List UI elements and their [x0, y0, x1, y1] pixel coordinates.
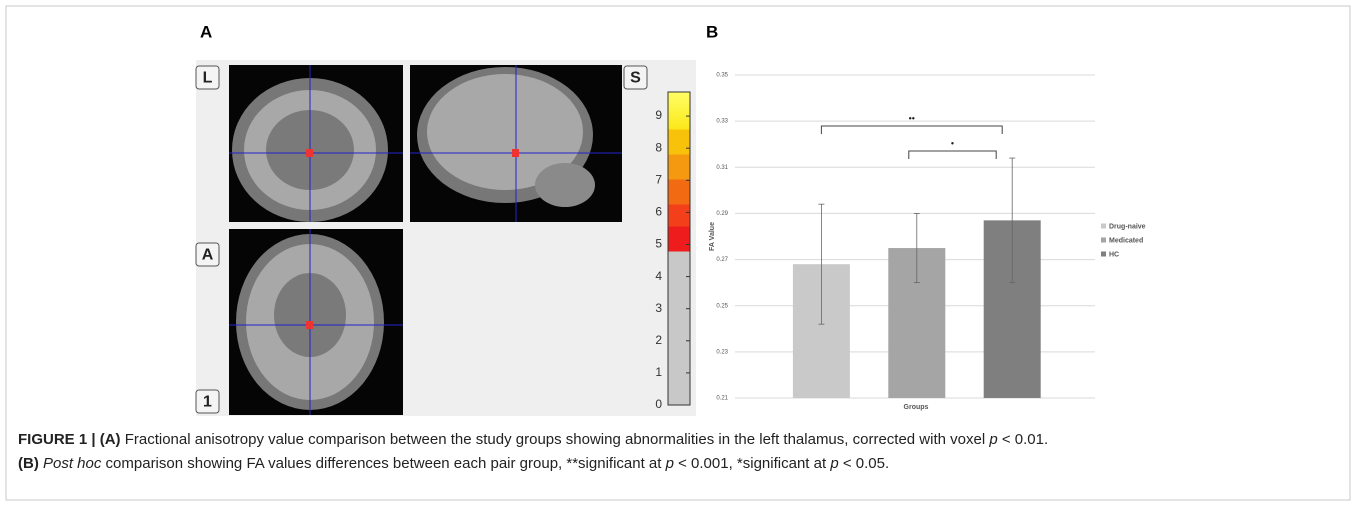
view-label: S — [630, 70, 641, 87]
caption-text: (B) — [18, 455, 39, 472]
colorbar-tick-label: 2 — [655, 333, 662, 347]
caption-text: p — [830, 455, 838, 472]
legend-swatch — [1101, 238, 1106, 243]
y-tick-label: 0.31 — [716, 165, 728, 171]
y-tick-label: 0.23 — [716, 349, 728, 355]
legend-label: Medicated — [1109, 237, 1143, 244]
caption-text: Post hoc — [43, 455, 101, 472]
significance-bracket — [909, 151, 996, 159]
axial-view — [229, 229, 403, 415]
colorbar-tick-label: 8 — [655, 140, 662, 154]
panel-label: A — [200, 22, 212, 41]
y-tick-label: 0.21 — [716, 396, 728, 402]
caption-line: (B) Post hoc comparison showing FA value… — [18, 452, 1048, 476]
colorbar-scale — [668, 92, 690, 405]
figure-page: A 0 1 2 3 4 — [0, 0, 1357, 508]
significance-bracket — [821, 126, 1002, 134]
caption-text: FIGURE 1 | (A) — [18, 431, 121, 448]
y-tick-label: 0.27 — [716, 257, 728, 263]
y-tick-label: 0.33 — [716, 119, 728, 125]
colorbar-tick-label: 3 — [655, 301, 662, 315]
caption: FIGURE 1 | (A) Fractional anisotropy val… — [18, 428, 1048, 476]
legend-label: HC — [1109, 251, 1119, 258]
legend-swatch — [1101, 224, 1106, 229]
colorbar-tick-label: 5 — [655, 237, 662, 251]
bar-chart: B 0.21 0.23 0.25 0.27 0.29 0.31 0.33 0.35 FA Valu… — [706, 22, 1146, 410]
caption-text: Fractional anisotropy value comparison b… — [121, 431, 990, 448]
colorbar-tick-label: 4 — [655, 269, 662, 283]
y-tick-label: 0.29 — [716, 211, 728, 217]
caption-text: < 0.001, *significant at — [674, 455, 830, 472]
colorbar-tick-label: 6 — [655, 205, 662, 219]
caption-text: < 0.01. — [998, 431, 1048, 448]
significance-label: •• — [909, 113, 915, 123]
y-tick-label: 0.25 — [716, 303, 728, 309]
x-tick-label: Groups — [904, 404, 929, 411]
caption-text: p — [666, 455, 674, 472]
legend-swatch — [1101, 252, 1106, 257]
legend-label: Drug-naive — [1109, 223, 1146, 230]
y-axis-label: FA Value — [709, 222, 716, 251]
colorbar-tick-label: 9 — [655, 108, 662, 122]
caption-line: FIGURE 1 | (A) Fractional anisotropy val… — [18, 428, 1048, 452]
colorbar-tick-label: 7 — [655, 172, 662, 186]
view-label: L — [203, 70, 213, 87]
y-tick-label: 0.35 — [716, 73, 728, 79]
view-label: 1 — [203, 394, 212, 411]
colorbar-tick-label: 0 — [655, 397, 662, 411]
sagittal-view — [410, 65, 622, 222]
significance-label: • — [951, 138, 954, 148]
view-label: A — [202, 247, 214, 264]
panel-label: B — [706, 22, 718, 41]
caption-text: comparison showing FA values differences… — [101, 455, 665, 472]
caption-text: p — [989, 431, 997, 448]
colorbar-tick-label: 1 — [655, 365, 662, 379]
coronal-view — [229, 65, 403, 222]
caption-text: < 0.05. — [839, 455, 889, 472]
